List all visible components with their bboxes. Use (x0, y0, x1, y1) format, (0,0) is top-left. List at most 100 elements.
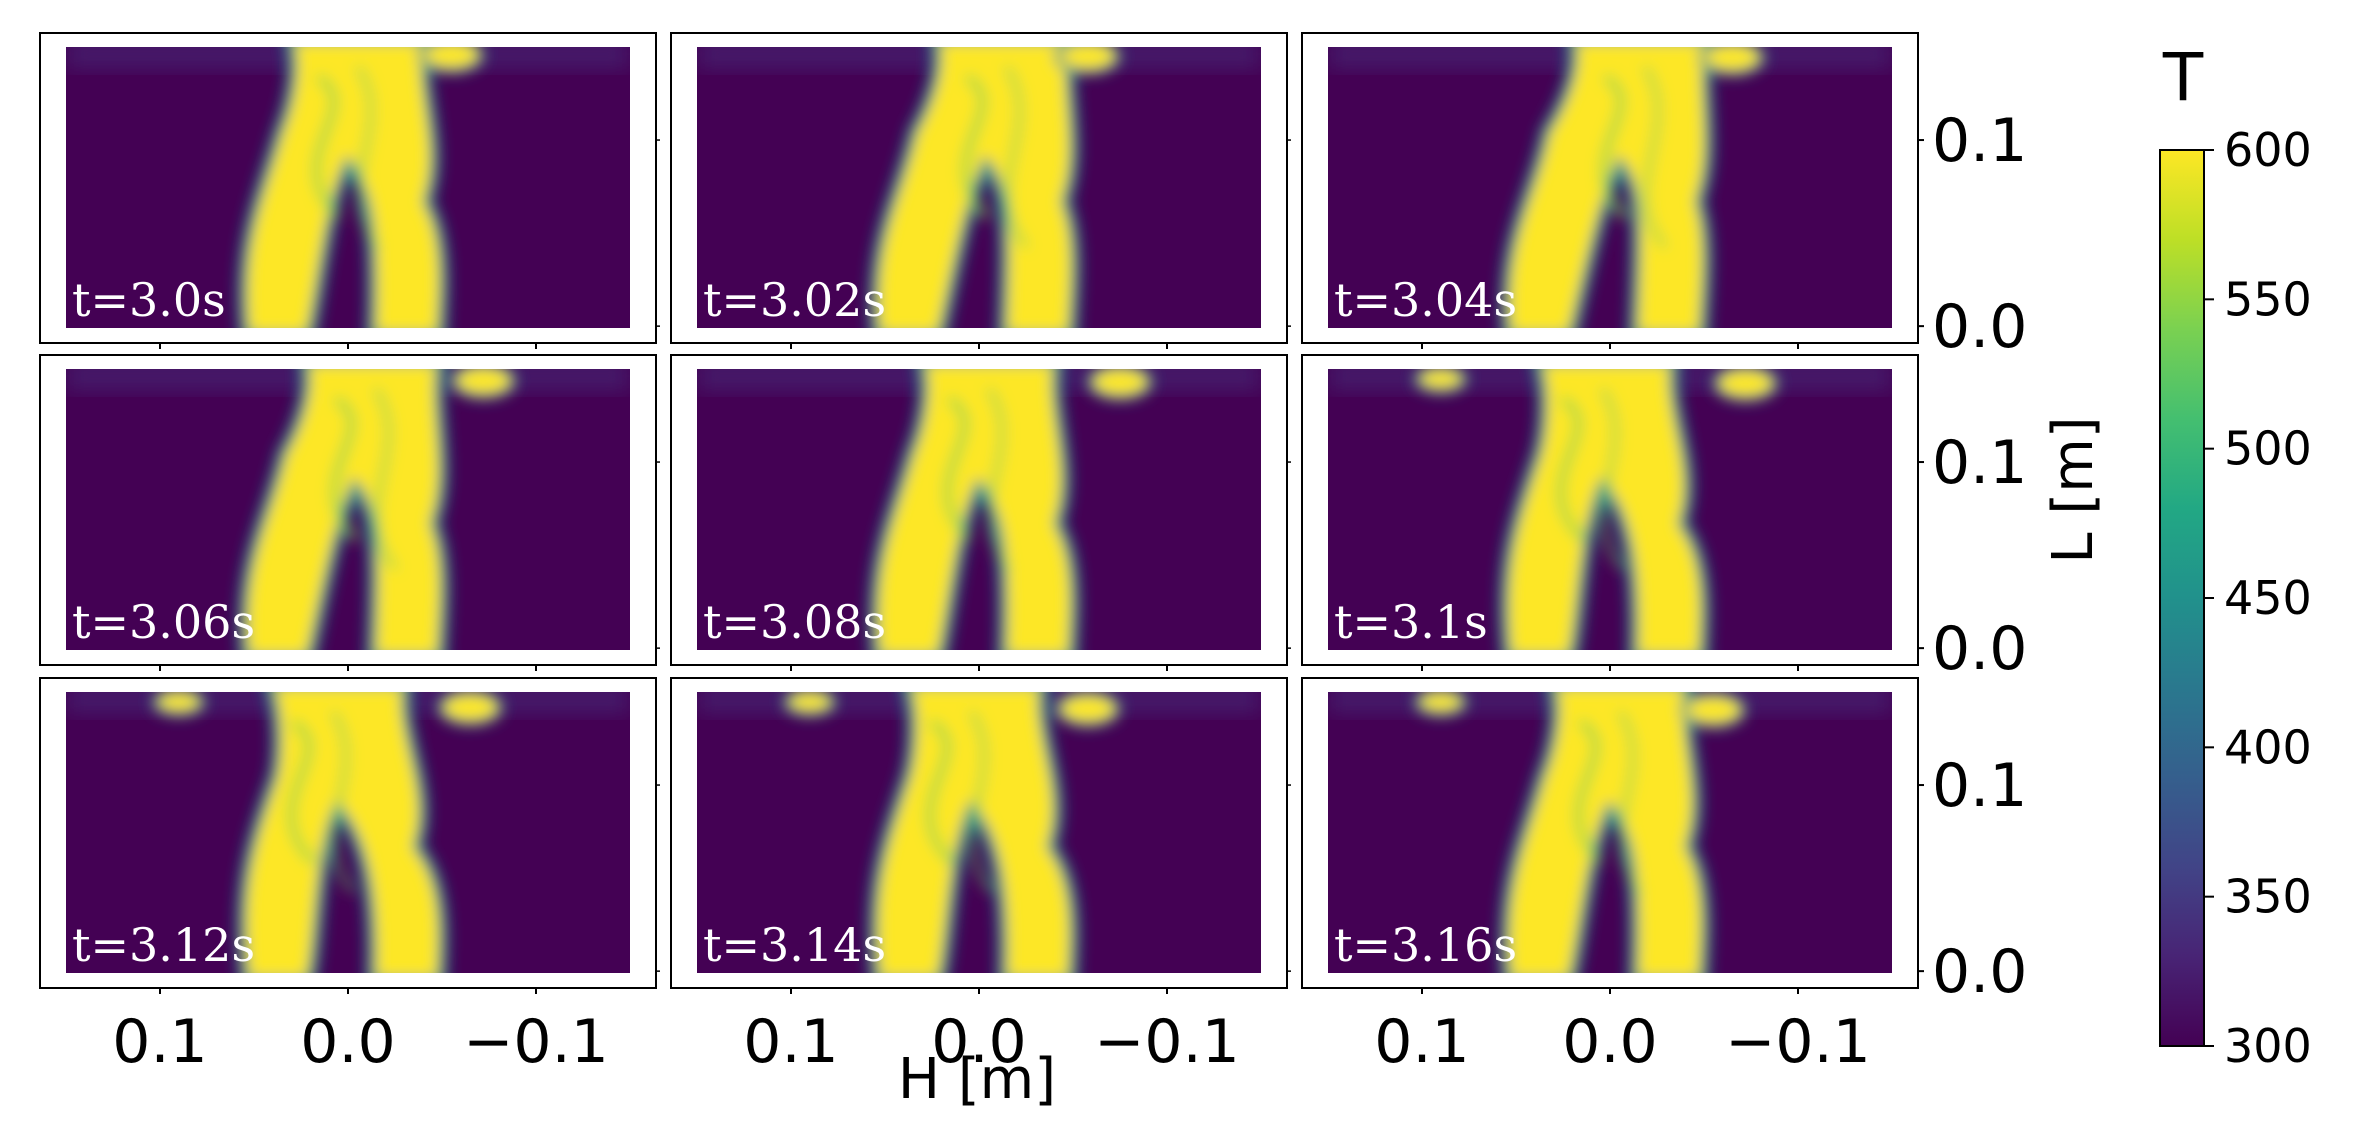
temperature-field (66, 47, 630, 328)
plume-core (868, 47, 1081, 328)
vortex-streak (986, 387, 1011, 571)
panel-grid: t=3.0s t=3.02s t=3.04s t=3.06s t=3.08s t=3.1s… (39, 32, 1924, 994)
edge-eddy (782, 692, 837, 717)
plume-core (867, 692, 1080, 973)
x-tick-label: 0.1 (1374, 1007, 1469, 1077)
vortex-streak (1617, 710, 1642, 894)
plume-core (237, 47, 450, 328)
vortex-streak (1642, 65, 1667, 249)
x-tick-label: 0.0 (931, 1007, 1026, 1077)
panel: t=3.16s (1301, 677, 1924, 994)
temperature-field (697, 47, 1261, 328)
colorbar-tick-label: 500 (2224, 422, 2312, 476)
panel-time-label: t=3.1s (1334, 595, 1488, 649)
panel: t=3.04s (1301, 32, 1924, 349)
panel: t=3.1s (1301, 354, 1924, 671)
panel-time-label: t=3.12s (72, 918, 255, 972)
panel: t=3.02s (670, 32, 1291, 349)
edge-eddy (1087, 369, 1153, 401)
temperature-field (1328, 369, 1892, 650)
panel-time-label: t=3.16s (1334, 918, 1517, 972)
panel-time-label: t=3.02s (703, 273, 886, 327)
plume (151, 692, 504, 973)
plume-core (868, 369, 1081, 650)
panel-time-label: t=3.06s (72, 595, 255, 649)
vortex-streak (1600, 387, 1625, 571)
y-axis-label: L [m] (2041, 416, 2106, 563)
x-tick-label: −0.1 (463, 1007, 609, 1077)
x-tick-label: 0.1 (112, 1007, 207, 1077)
edge-eddy (450, 369, 517, 400)
vortex-streak (1557, 396, 1585, 542)
edge-eddy (1413, 692, 1468, 717)
vortex-streak (926, 719, 954, 865)
edge-eddy (1054, 47, 1121, 76)
temperature-field (1328, 692, 1892, 973)
temperature-field (66, 369, 630, 650)
temperature-field (66, 692, 630, 973)
plume (1413, 369, 1779, 650)
temperature-field (697, 692, 1261, 973)
plume-core (1499, 692, 1712, 973)
edge-eddy (1680, 692, 1747, 729)
vortex-streak (355, 65, 380, 249)
plume-core (1498, 369, 1711, 650)
y-tick-label: 0.0 (1932, 292, 2027, 362)
edge-eddy (418, 47, 485, 74)
vortex-streak (944, 396, 972, 542)
y-tick-label: 0.1 (1932, 428, 2027, 498)
vortex-streak (330, 710, 355, 894)
colorbar-tick-label: 400 (2224, 720, 2312, 774)
temperature-field (1328, 47, 1892, 328)
plume (868, 47, 1121, 328)
plume (1413, 692, 1747, 973)
panel-time-label: t=3.08s (703, 595, 886, 649)
colorbar-label: T (2162, 39, 2204, 116)
plume (237, 47, 485, 328)
colorbar-tick-label: 350 (2224, 870, 2312, 924)
colorbar-tick-label: 550 (2224, 272, 2312, 326)
panel: t=3.06s (39, 354, 660, 671)
x-tick-label: −0.1 (1725, 1007, 1871, 1077)
plume (237, 369, 517, 650)
vortex-streak (1600, 74, 1628, 220)
y-tick-label: 0.1 (1932, 751, 2027, 821)
colorbar-tick-label: 600 (2224, 123, 2312, 177)
panel: t=3.12s (39, 677, 660, 994)
x-axis: 0.1 0.0 −0.1 0.1 0.0 −0.1 0.1 0.0 −0.1 (112, 1007, 1871, 1077)
edge-eddy (151, 692, 206, 717)
y-tick-label: 0.1 (1932, 106, 2027, 176)
edge-eddy (1054, 692, 1121, 728)
temperature-field (697, 369, 1261, 650)
colorbar-gradient (2159, 149, 2205, 1047)
x-tick-label: −0.1 (1094, 1007, 1240, 1077)
panel: t=3.08s (670, 354, 1291, 671)
colorbar-tick-label: 450 (2224, 571, 2312, 625)
y-axis: 0.1 0.0 0.1 0.0 0.1 0.0 (1932, 106, 2027, 1007)
y-tick-label: 0.0 (1932, 614, 2027, 684)
colorbar-tick-label: 300 (2224, 1019, 2312, 1073)
plume (1499, 47, 1766, 328)
x-axis-label: H [m] (898, 1047, 1056, 1112)
vortex-streak (1575, 719, 1603, 865)
vortex-streak (330, 396, 359, 542)
vortex-streak (961, 74, 990, 220)
panel-time-label: t=3.0s (72, 273, 226, 327)
edge-eddy (1712, 369, 1779, 403)
vortex-streak (969, 710, 994, 894)
x-tick-label: 0.1 (743, 1007, 838, 1077)
edge-eddy (437, 692, 504, 727)
x-tick-label: 0.0 (300, 1007, 395, 1077)
panel-time-label: t=3.14s (703, 918, 886, 972)
panel: t=3.14s (670, 677, 1291, 994)
x-tick-label: 0.0 (1562, 1007, 1657, 1077)
colorbar: T 600 550 500 450 400 350 300 (2159, 39, 2312, 1073)
plume (868, 369, 1153, 650)
plume (782, 692, 1121, 973)
panel-time-label: t=3.04s (1334, 273, 1517, 327)
vortex-streak (373, 387, 398, 571)
edge-eddy (1699, 47, 1766, 77)
vortex-streak (288, 719, 316, 865)
y-tick-label: 0.0 (1932, 937, 2027, 1007)
